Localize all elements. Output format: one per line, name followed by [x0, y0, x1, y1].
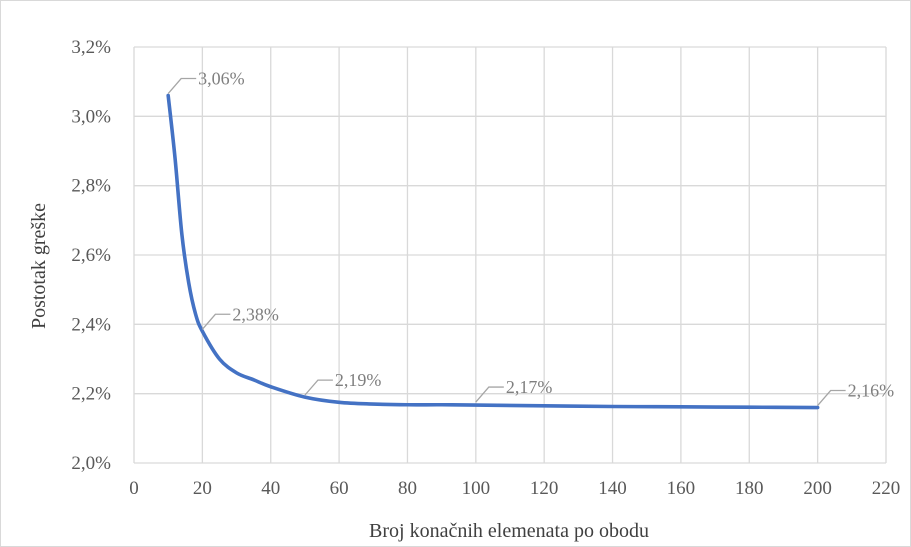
x-tick-label: 20 — [193, 478, 212, 499]
y-tick-label: 2,8% — [71, 176, 111, 197]
x-tick-label: 100 — [462, 478, 491, 499]
series-layer — [166, 93, 820, 410]
gridlines — [133, 46, 887, 464]
x-tick-label: 60 — [330, 478, 349, 499]
x-tick-label: 40 — [261, 478, 280, 499]
y-tick-label: 3,2% — [71, 37, 111, 58]
leader-line — [304, 379, 333, 396]
series-line — [166, 93, 820, 410]
y-tick-label: 2,6% — [71, 245, 111, 266]
data-label: 2,17% — [506, 377, 553, 397]
leader-line — [475, 386, 504, 403]
data-label-group: 3,06% — [167, 69, 245, 94]
data-label: 2,19% — [335, 370, 382, 390]
y-tick-label: 3,0% — [71, 106, 111, 127]
x-tick-label: 140 — [598, 478, 627, 499]
data-labels: 3,06% 2,38% 2,19% 2,17% 2,16% — [167, 69, 895, 406]
y-tick-label: 2,4% — [71, 314, 111, 335]
x-tick-label: 160 — [667, 478, 696, 499]
data-label: 2,16% — [848, 381, 895, 401]
y-axis-ticks: 2,0% 2,2% 2,4% 2,6% 2,8% 3,0% 3,2% — [71, 37, 111, 474]
data-label-group: 2,17% — [475, 377, 553, 403]
x-tick-label: 200 — [803, 478, 832, 499]
x-axis-title: Broj konačnih elemenata po obodu — [369, 520, 649, 542]
x-tick-label: 180 — [735, 478, 764, 499]
y-axis-title: Postotak greške — [28, 203, 50, 329]
data-label: 3,06% — [198, 69, 245, 89]
x-tick-label: 120 — [530, 478, 559, 499]
y-tick-label: 2,2% — [71, 384, 111, 405]
x-tick-label: 80 — [398, 478, 417, 499]
leader-line — [817, 389, 846, 406]
x-axis-ticks: 0 20 40 60 80 100 120 140 160 180 200 220 — [129, 478, 900, 499]
y-tick-label: 2,0% — [71, 453, 111, 474]
data-label-group: 2,16% — [817, 381, 895, 406]
x-tick-label: 0 — [129, 478, 139, 499]
leader-line — [167, 77, 197, 94]
leader-line — [201, 313, 231, 330]
data-label-group: 2,19% — [304, 370, 382, 396]
x-tick-label: 220 — [872, 478, 901, 499]
data-label-group: 2,38% — [201, 304, 279, 330]
data-label: 2,38% — [232, 304, 279, 324]
